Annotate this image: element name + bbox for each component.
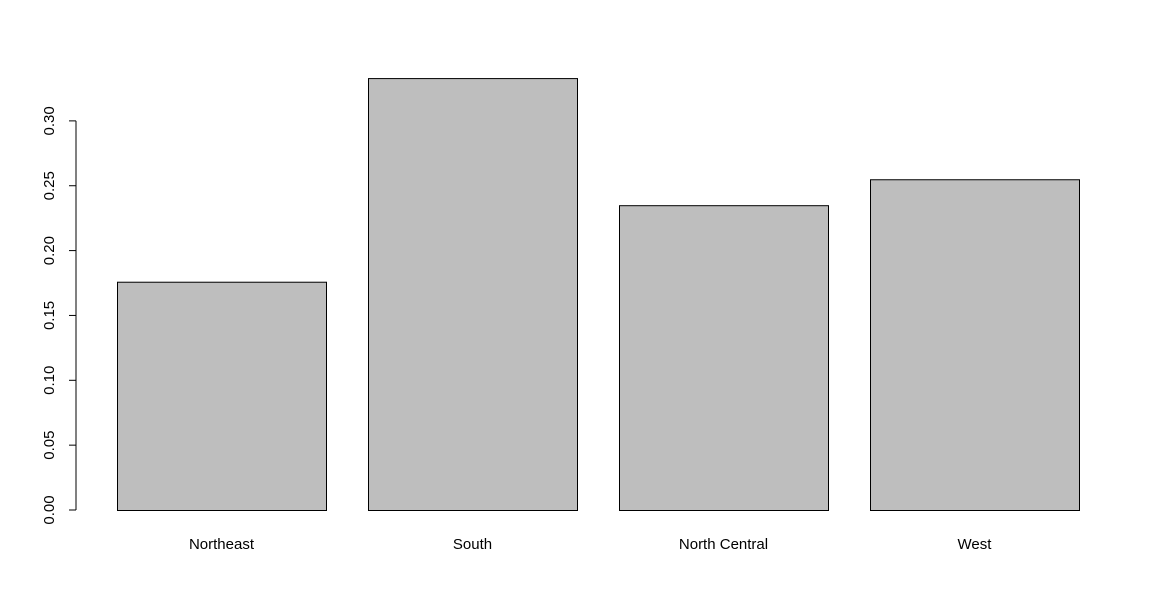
y-tick-label: 0.30 (41, 106, 58, 135)
x-tick-label: North Central (679, 536, 768, 553)
x-tick-label: South (453, 536, 492, 553)
y-tick-label: 0.05 (41, 431, 58, 460)
bar (117, 281, 327, 511)
y-tick-label: 0.15 (41, 301, 58, 330)
x-tick-label: West (958, 536, 993, 553)
y-tick-label: 0.10 (41, 366, 58, 395)
y-tick-label: 0.25 (41, 171, 58, 200)
bar (870, 179, 1080, 511)
x-tick-label: Northeast (189, 536, 255, 553)
bar (619, 205, 829, 512)
y-tick-label: 0.00 (41, 495, 58, 524)
y-tick-label: 0.20 (41, 236, 58, 265)
bar (368, 78, 578, 512)
